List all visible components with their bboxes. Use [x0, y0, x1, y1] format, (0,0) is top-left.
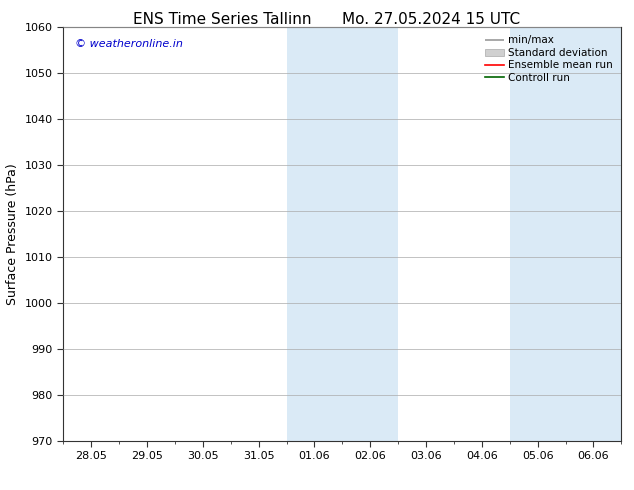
Legend: min/max, Standard deviation, Ensemble mean run, Controll run: min/max, Standard deviation, Ensemble me… [482, 32, 616, 86]
Bar [287, 27, 398, 441]
Bar [510, 27, 621, 441]
Text: ENS Time Series Tallinn: ENS Time Series Tallinn [133, 12, 311, 27]
Text: © weatheronline.in: © weatheronline.in [75, 39, 183, 49]
Text: Mo. 27.05.2024 15 UTC: Mo. 27.05.2024 15 UTC [342, 12, 520, 27]
Y-axis label: Surface Pressure (hPa): Surface Pressure (hPa) [6, 163, 19, 305]
